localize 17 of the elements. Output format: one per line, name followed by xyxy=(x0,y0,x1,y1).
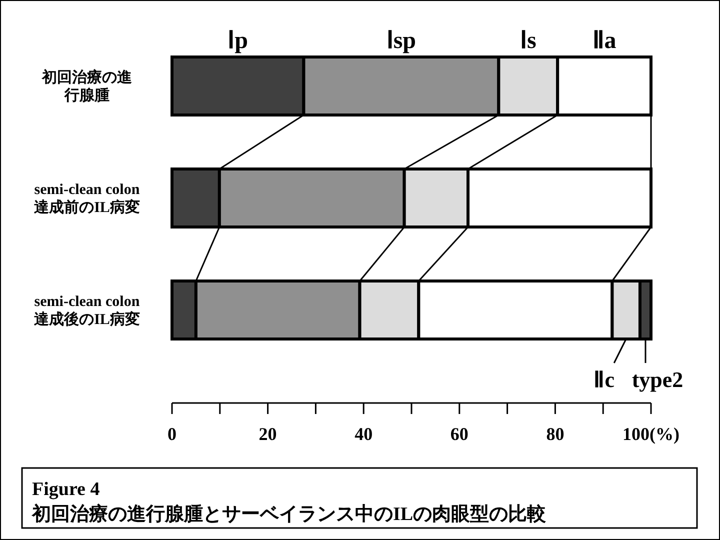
series-label: Ⅰsp xyxy=(386,28,416,54)
y-tick-label: semi-clean colon 達成前のIL病変 xyxy=(33,182,140,216)
x-tick-label: 40 xyxy=(354,424,373,444)
x-tick-label: 0 xyxy=(168,424,176,444)
text: Figure 4 xyxy=(32,479,100,500)
series-label: Ⅱa xyxy=(592,28,616,54)
x-tick-label: 60 xyxy=(450,424,468,444)
text: 初回治療の進行腺腫とサーベイランス中のILの肉眼型の比較 xyxy=(31,503,548,525)
x-tick-label: 100(%) xyxy=(622,424,680,444)
series-label: Ⅰs xyxy=(520,28,536,54)
series-label: Ⅰp xyxy=(228,28,248,54)
y-tick-label: 初回治療の進行腺腫 xyxy=(41,68,133,104)
x-tick-label: 80 xyxy=(546,424,564,444)
x-tick-label: 20 xyxy=(258,424,277,444)
legend-label: Ⅱc xyxy=(594,367,615,392)
y-tick-label: semi-clean colon 達成後のIL病変 xyxy=(33,294,140,328)
legend-label: type2 xyxy=(632,367,684,392)
